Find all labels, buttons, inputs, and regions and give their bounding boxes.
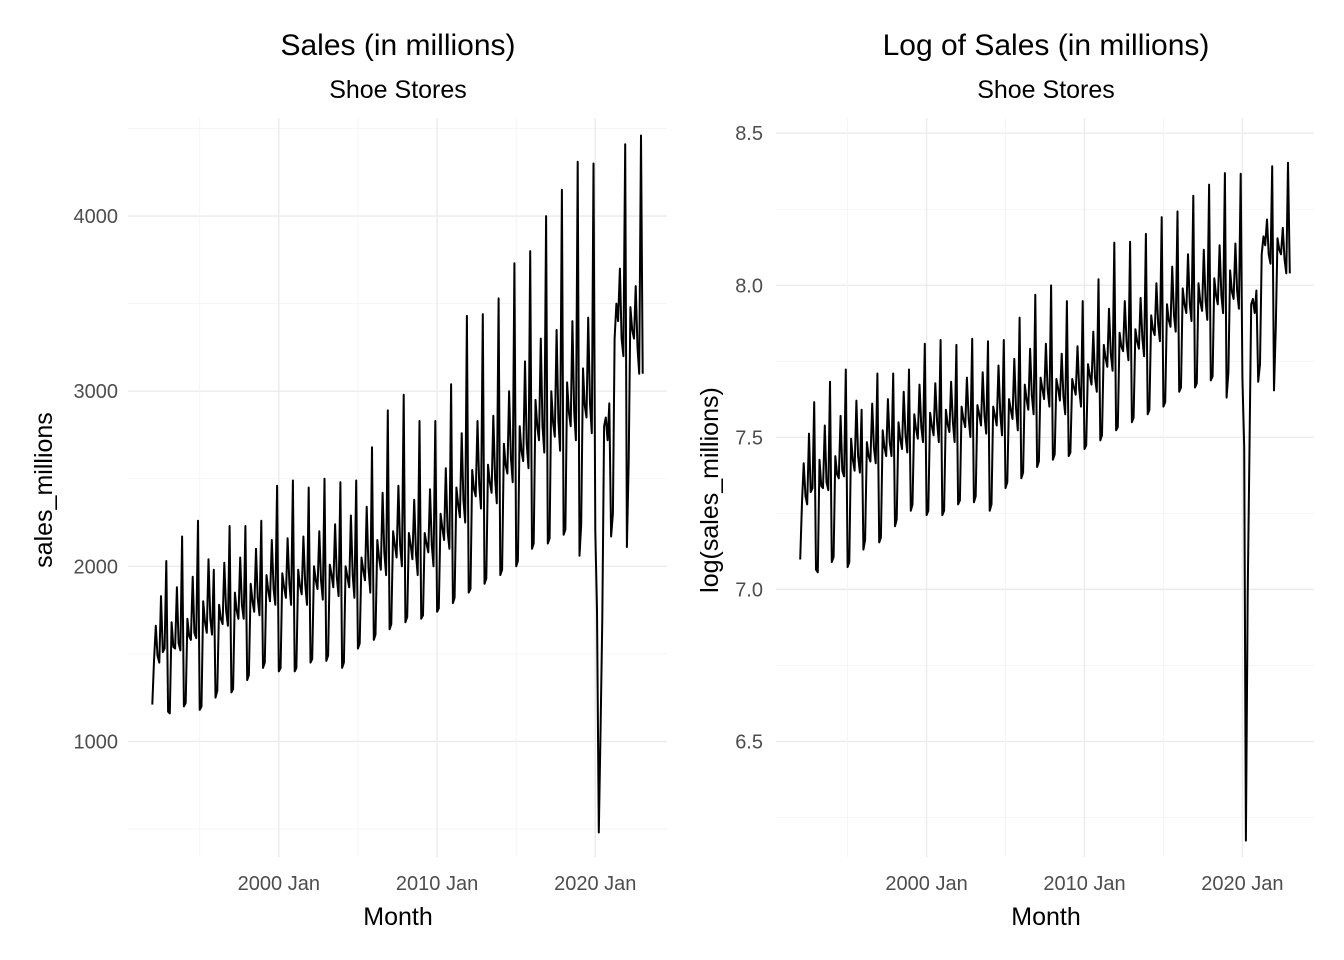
y-tick-label: 7.5 — [735, 427, 763, 449]
gridlines — [776, 118, 1314, 857]
y-tick-label: 8.5 — [735, 123, 763, 145]
y-tick-label: 6.5 — [735, 731, 763, 753]
tick-labels: 6.5 7.0 7.5 8.0 8.5 2000 Jan 2010 Jan 2020 Jan — [735, 123, 1283, 895]
chart-log-sales: Log of Sales (in millions) Shoe Stores 6… — [696, 29, 1314, 931]
chart-title: Log of Sales (in millions) — [883, 29, 1210, 62]
chart-sales: Sales (in millions) Shoe Stores 1000 2000… — [30, 29, 667, 931]
x-tick-label: 2000 Jan — [238, 873, 320, 895]
x-tick-label: 2010 Jan — [396, 873, 478, 895]
series-lines — [151, 134, 644, 834]
y-axis-title: log(sales_millions) — [696, 387, 724, 593]
series-lines — [799, 161, 1291, 842]
chart-title: Sales (in millions) — [280, 29, 515, 62]
chart-subtitle: Shoe Stores — [329, 76, 467, 104]
x-tick-label: 2020 Jan — [1201, 873, 1283, 895]
y-tick-label: 3000 — [74, 381, 119, 403]
x-axis-title: Month — [1011, 903, 1080, 931]
tick-labels: 1000 2000 3000 4000 2000 Jan 2010 Jan 2020 Jan — [74, 206, 637, 895]
y-tick-label: 8.0 — [735, 275, 763, 297]
x-tick-label: 2000 Jan — [885, 873, 967, 895]
series-line — [799, 161, 1291, 842]
x-tick-label: 2010 Jan — [1043, 873, 1125, 895]
chart-subtitle: Shoe Stores — [977, 76, 1115, 104]
y-tick-label: 1000 — [74, 731, 119, 753]
x-axis-title: Month — [363, 903, 432, 931]
y-tick-label: 4000 — [74, 206, 119, 228]
y-tick-label: 2000 — [74, 556, 119, 578]
series-line — [151, 134, 644, 834]
x-tick-label: 2020 Jan — [554, 873, 636, 895]
y-tick-label: 7.0 — [735, 579, 763, 601]
y-axis-title: sales_millions — [30, 412, 58, 568]
